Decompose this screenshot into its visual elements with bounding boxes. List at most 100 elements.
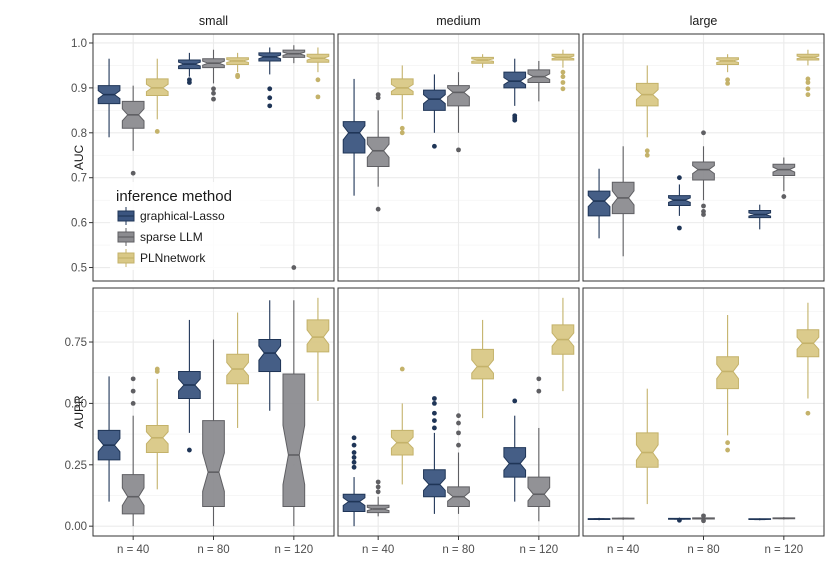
panel-auc-small-sparse-llm-n-80-outlier-0	[211, 86, 216, 92]
panel-auc-small-plnnetwork-n-120-outlier-0	[315, 77, 321, 83]
panel-auc-medium	[337, 33, 580, 282]
legend-label-graphical-lasso: graphical-Lasso	[140, 209, 225, 223]
y-tick-label-aupr-3: 0.75	[65, 337, 87, 349]
panel-aupr-large-graphical-lasso-n-80-outlier-0	[677, 517, 682, 523]
panel-aupr-medium-plnnetwork-n-80-box	[471, 348, 494, 380]
panel-aupr-medium-graphical-lasso-n-40-outlier-5	[351, 464, 357, 470]
panel-auc-small-graphical-lasso-n-80-outlier-1	[187, 80, 192, 85]
panel-aupr-medium-sparse-llm-n-40-outlier-1	[375, 484, 381, 490]
panel-auc-large-sparse-llm-n-80-box	[692, 161, 715, 181]
panel-auc-large-graphical-lasso-n-80-outlier-0	[677, 175, 682, 181]
panel-auc-large-plnnetwork-n-40-outlier-1	[644, 152, 650, 158]
panel-aupr-medium-sparse-llm-n-40-outlier-0	[375, 479, 381, 485]
panel-aupr-large-plnnetwork-n-40-box	[635, 432, 659, 468]
panel-aupr-medium-graphical-lasso-n-80-outlier-2	[432, 410, 437, 416]
y-tick-label-aupr-1: 0.25	[65, 460, 87, 472]
panel-auc-small-sparse-llm-n-120-outlier-0	[291, 265, 297, 270]
x-tick-label-medium-n-120: n = 120	[519, 544, 558, 556]
panel-auc-small-graphical-lasso-n-120-outlier-0	[267, 86, 273, 92]
panel-aupr-medium-sparse-llm-n-80-outlier-3	[456, 442, 461, 448]
panel-auc-small-sparse-llm-n-80-outlier-1	[211, 90, 216, 96]
y-tick-label-aupr-2: 0.50	[65, 398, 87, 410]
panel-auc-small-sparse-llm-n-40-outlier-0	[130, 170, 136, 176]
y-axis-title-aupr: AUPR	[72, 395, 86, 429]
panel-auc-medium-plnnetwork-n-40-box	[390, 78, 414, 96]
panel-auc-large-plnnetwork-n-120-outlier-1	[805, 80, 811, 85]
x-tick-label-medium-n-80: n = 80	[442, 544, 474, 556]
x-tick-label-large-n-40: n = 40	[607, 544, 639, 556]
panel-auc-medium-graphical-lasso-n-40-box	[342, 121, 366, 154]
panel-aupr-medium-graphical-lasso-n-80-outlier-3	[432, 418, 437, 423]
panel-aupr-small-sparse-llm-n-40-outlier-0	[130, 376, 136, 382]
panel-aupr-medium-graphical-lasso-n-40-box	[342, 493, 366, 512]
y-tick-label-auc-4: 0.9	[71, 83, 87, 95]
panel-aupr-large-plnnetwork-n-80-outlier-1	[725, 447, 730, 453]
panel-auc-small-graphical-lasso-n-120-outlier-1	[267, 95, 273, 101]
panel-aupr-large-sparse-llm-n-80-outlier-0	[701, 513, 706, 519]
panel-aupr-small-sparse-llm-n-40-outlier-1	[130, 388, 136, 394]
panel-auc-large-sparse-llm-n-80-outlier-0	[701, 130, 706, 136]
y-tick-label-auc-3: 0.8	[71, 128, 87, 140]
panel-aupr-large-plnnetwork-n-80-box	[716, 356, 739, 390]
panel-aupr-medium-graphical-lasso-n-80-outlier-4	[432, 425, 437, 431]
panel-auc-large-sparse-llm-n-80-outlier-3	[701, 212, 706, 217]
panel-aupr-small-sparse-llm-n-80-box	[202, 420, 225, 508]
panel-auc-small-plnnetwork-n-40-outlier-0	[154, 129, 160, 134]
y-tick-label-auc-2: 0.7	[71, 173, 87, 185]
panel-aupr-large-sparse-llm-n-80-outlier-1	[701, 518, 706, 524]
panel-auc-large-plnnetwork-n-120-outlier-0	[805, 76, 811, 82]
panel-auc-small-plnnetwork-n-80-outlier-1	[235, 74, 241, 80]
legend-title: inference method	[116, 188, 232, 205]
strip-bg-large	[583, 7, 824, 34]
strip-bg-small	[93, 7, 334, 34]
panel-auc-medium-sparse-llm-n-40-outlier-2	[375, 206, 381, 212]
panel-aupr-large	[582, 287, 825, 537]
panel-aupr-medium-sparse-llm-n-80-outlier-1	[456, 420, 461, 426]
panel-aupr-medium-sparse-llm-n-120-outlier-0	[536, 376, 542, 382]
y-axis-title-auc: AUC	[72, 145, 86, 171]
panel-aupr-medium-graphical-lasso-n-80-box	[423, 469, 446, 498]
panel-auc-small-sparse-llm-n-80-outlier-2	[211, 96, 216, 102]
panel-aupr-medium-plnnetwork-n-40-outlier-0	[399, 366, 405, 372]
panel-auc-medium-plnnetwork-n-40-outlier-1	[399, 130, 405, 136]
panel-auc-large-sparse-llm-n-80-outlier-1	[701, 203, 706, 209]
panel-auc-large-border	[582, 33, 825, 282]
panel-auc-large-graphical-lasso-n-40-box	[587, 190, 611, 217]
panel-aupr-small-sparse-llm-n-120-box	[282, 373, 306, 508]
panel-aupr-small-graphical-lasso-n-80-outlier-0	[187, 447, 192, 453]
x-tick-label-large-n-80: n = 80	[687, 544, 719, 556]
panel-auc-large-plnnetwork-n-120-outlier-3	[805, 92, 811, 98]
panel-auc-medium-graphical-lasso-n-80-box	[423, 89, 446, 111]
strip-bg-medium	[338, 7, 579, 34]
panel-aupr-medium-sparse-llm-n-120-box	[527, 476, 551, 508]
panel-auc-medium-graphical-lasso-n-120-outlier-2	[512, 117, 518, 123]
panel-auc-medium-plnnetwork-n-120-outlier-3	[560, 86, 566, 92]
panel-auc-medium-graphical-lasso-n-120-box	[503, 71, 527, 89]
panel-auc-medium-sparse-llm-n-40-outlier-1	[375, 95, 381, 101]
legend-background	[110, 182, 260, 270]
panel-auc-medium-sparse-llm-n-80-box	[447, 85, 470, 107]
panel-aupr-medium-graphical-lasso-n-40-outlier-3	[351, 455, 357, 460]
panel-auc-small-plnnetwork-n-120-outlier-1	[315, 94, 321, 100]
panel-aupr-medium-graphical-lasso-n-120-box	[503, 447, 527, 478]
x-tick-label-small-n-80: n = 80	[197, 544, 229, 556]
panel-auc-medium-plnnetwork-n-120-outlier-0	[560, 69, 566, 75]
panel-auc-medium-border	[337, 33, 580, 282]
panel-aupr-small-plnnetwork-n-40-outlier-1	[154, 369, 160, 374]
x-tick-label-small-n-40: n = 40	[117, 544, 149, 556]
panel-auc-medium-plnnetwork-n-120-outlier-2	[560, 80, 566, 85]
panel-aupr-medium-graphical-lasso-n-80-outlier-0	[432, 396, 437, 401]
panel-auc-small-border	[92, 33, 335, 282]
panel-aupr-medium-graphical-lasso-n-120-outlier-0	[512, 398, 518, 404]
panel-auc-large-plnnetwork-n-40-outlier-0	[644, 148, 650, 154]
legend-label-plnnetwork: PLNnetwork	[140, 251, 206, 265]
panel-auc-large-sparse-llm-n-120-outlier-0	[781, 194, 787, 199]
panel-auc-large-plnnetwork-n-120-outlier-2	[805, 86, 811, 92]
panel-aupr-large-plnnetwork-n-120-outlier-0	[805, 410, 811, 416]
panel-aupr-medium-graphical-lasso-n-40-outlier-4	[351, 459, 357, 465]
panel-aupr-medium-sparse-llm-n-40-outlier-2	[375, 489, 381, 495]
panel-aupr-small-plnnetwork-n-120-box	[306, 319, 330, 353]
panel-aupr-medium-graphical-lasso-n-40-outlier-0	[351, 435, 357, 441]
panel-aupr-small	[92, 287, 335, 537]
